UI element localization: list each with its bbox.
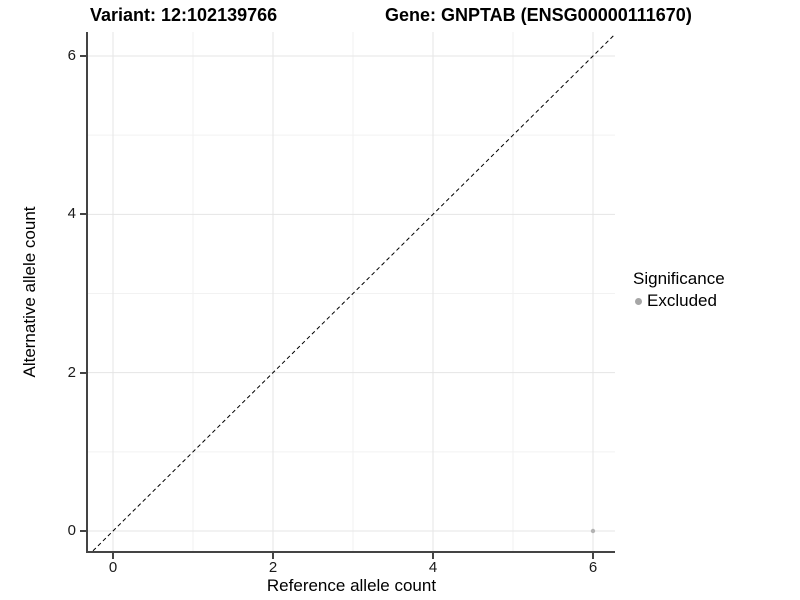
x-tick-label: 6	[588, 559, 598, 576]
data-point	[590, 528, 596, 534]
y-tick-label: 0	[67, 522, 76, 539]
plot-panel	[86, 32, 615, 553]
y-axis-title: Alternative allele count	[20, 206, 39, 378]
plot-canvas	[88, 32, 615, 551]
legend-item-excluded: Excluded	[633, 291, 725, 311]
x-axis-title: Reference allele count	[266, 576, 437, 595]
y-tick-mark	[80, 372, 86, 374]
y-tick-mark	[80, 213, 86, 215]
dot-icon	[635, 297, 642, 305]
legend: Significance Excluded	[633, 268, 725, 311]
x-tick-mark	[272, 553, 274, 559]
plot-title-variant: Variant: 12:102139766	[90, 5, 278, 25]
y-tick-mark	[80, 55, 86, 57]
x-tick-mark	[432, 553, 434, 559]
x-tick-label: 2	[268, 559, 278, 576]
legend-item-label: Excluded	[647, 291, 717, 310]
y-tick-label: 4	[67, 205, 76, 222]
x-tick-label: 0	[108, 559, 118, 576]
x-tick-mark	[112, 553, 114, 559]
identity-dashed-line	[92, 33, 615, 551]
legend-title: Significance	[633, 269, 725, 288]
x-tick-mark	[592, 553, 594, 559]
y-tick-label: 6	[67, 47, 76, 64]
plot-title-gene: Gene: GNPTAB (ENSG00000111670)	[385, 5, 692, 25]
x-tick-label: 4	[428, 559, 438, 576]
y-tick-mark	[80, 530, 86, 532]
y-tick-label: 2	[67, 364, 76, 381]
